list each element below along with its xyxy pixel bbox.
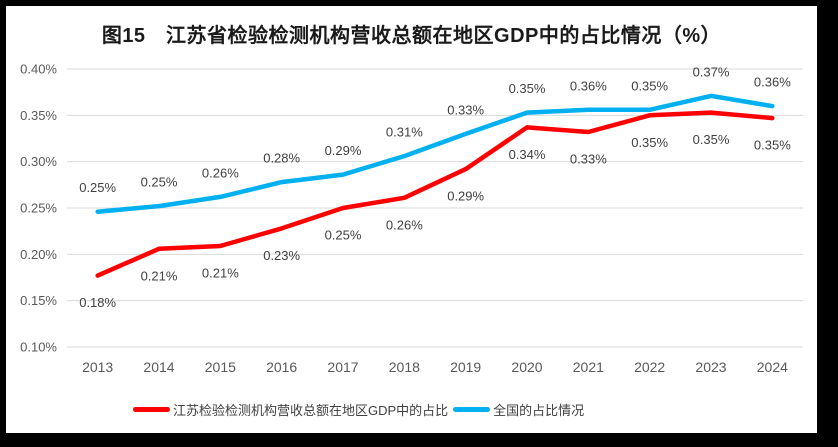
data-label-jiangsu: 0.26% bbox=[386, 217, 423, 232]
x-axis-tick-label: 2017 bbox=[327, 359, 358, 375]
x-axis-tick-label: 2020 bbox=[511, 359, 542, 375]
series-line-jiangsu bbox=[95, 110, 775, 278]
x-axis-tick-label: 2021 bbox=[573, 359, 604, 375]
y-axis-tick-label: 0.15% bbox=[20, 293, 57, 308]
x-axis-tick-label: 2022 bbox=[634, 359, 665, 375]
data-label-national: 0.36% bbox=[570, 78, 607, 93]
data-label-jiangsu: 0.18% bbox=[79, 295, 116, 310]
x-axis-tick-label: 2018 bbox=[389, 359, 420, 375]
data-label-jiangsu: 0.35% bbox=[693, 132, 730, 147]
y-axis-tick-label: 0.20% bbox=[20, 247, 57, 262]
y-axis-tick-label: 0.25% bbox=[20, 201, 57, 216]
data-label-national: 0.25% bbox=[141, 175, 178, 190]
plot-svg: 0.10% 0.15% 0.20% 0.25% 0.30% 0.35% 0.40% 2013 2… bbox=[20, 62, 803, 375]
data-label-jiangsu: 0.34% bbox=[509, 147, 546, 162]
data-label-jiangsu: 0.23% bbox=[263, 248, 300, 263]
y-axis-tick-label: 0.35% bbox=[20, 108, 57, 123]
data-label-national: 0.25% bbox=[79, 180, 116, 195]
data-label-national: 0.35% bbox=[509, 81, 546, 96]
legend-item-jiangsu: 江苏检验检测机构营收总额在地区GDP中的占比 bbox=[133, 400, 448, 419]
chart-title: 图15 江苏省检验检测机构营收总额在地区GDP中的占比情况（%） bbox=[101, 25, 722, 47]
x-axis-tick-label: 2024 bbox=[757, 359, 788, 375]
data-label-national: 0.35% bbox=[631, 78, 668, 93]
data-label-jiangsu: 0.35% bbox=[631, 135, 668, 150]
legend-label-jiangsu: 江苏检验检测机构营收总额在地区GDP中的占比 bbox=[173, 403, 449, 418]
legend-swatch-jiangsu bbox=[133, 407, 170, 412]
data-label-jiangsu: 0.25% bbox=[325, 228, 362, 243]
data-label-jiangsu: 0.33% bbox=[570, 152, 607, 167]
legend: 江苏检验检测机构营收总额在地区GDP中的占比 全国的占比情况 bbox=[133, 400, 584, 419]
data-label-jiangsu: 0.29% bbox=[447, 189, 484, 204]
x-axis-tick-label: 2023 bbox=[695, 359, 726, 375]
x-axis-tick-label: 2014 bbox=[143, 359, 174, 375]
x-axis-tick-label: 2015 bbox=[205, 359, 236, 375]
data-label-jiangsu: 0.21% bbox=[141, 268, 178, 283]
data-label-national: 0.31% bbox=[386, 125, 423, 140]
data-label-national: 0.28% bbox=[263, 151, 300, 166]
data-label-jiangsu: 0.35% bbox=[754, 138, 791, 153]
legend-label-national: 全国的占比情况 bbox=[493, 403, 585, 418]
data-label-national: 0.33% bbox=[447, 102, 484, 117]
data-label-national: 0.29% bbox=[325, 143, 362, 158]
data-label-national: 0.37% bbox=[693, 64, 730, 79]
legend-item-national: 全国的占比情况 bbox=[453, 400, 584, 419]
series-line-national bbox=[95, 93, 775, 214]
data-label-national: 0.26% bbox=[202, 165, 239, 180]
legend-swatch-national bbox=[453, 407, 491, 412]
chart-canvas: 图15 江苏省检验检测机构营收总额在地区GDP中的占比情况（%） 0.10% 0.… bbox=[6, 6, 817, 433]
x-axis-tick-label: 2019 bbox=[450, 359, 481, 375]
x-axis-tick-label: 2016 bbox=[266, 359, 297, 375]
x-axis-tick-label: 2013 bbox=[82, 359, 113, 375]
y-axis-tick-label: 0.40% bbox=[20, 62, 57, 77]
y-axis-tick-label: 0.30% bbox=[20, 154, 57, 169]
y-axis-tick-label: 0.10% bbox=[20, 340, 57, 355]
data-label-jiangsu: 0.21% bbox=[202, 265, 239, 280]
data-label-national: 0.36% bbox=[754, 75, 791, 90]
